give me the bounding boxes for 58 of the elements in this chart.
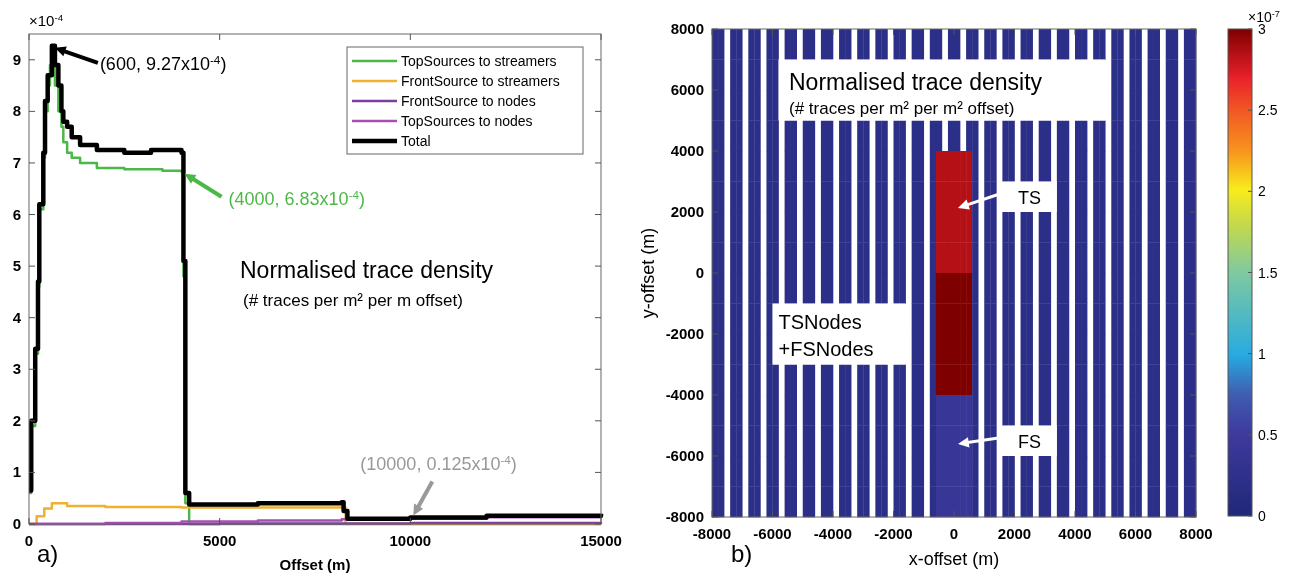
- y-axis-title: y-offset (m): [638, 227, 658, 319]
- color-bar-label: 0.5: [1258, 426, 1278, 443]
- x-tick-label: 0: [24, 532, 34, 549]
- y-tick-label: 8000: [670, 20, 704, 37]
- y-tick-label: 4: [12, 308, 22, 326]
- y-tick-label: 5: [12, 257, 21, 275]
- legend-label: FrontSource to nodes: [401, 93, 536, 109]
- x-tick-label: 2000: [997, 525, 1032, 542]
- color-bar-label: 2: [1258, 183, 1266, 200]
- y-tick-label: -4000: [665, 386, 704, 403]
- x-axis-title: Offset (m): [279, 556, 351, 573]
- annotation: (600, 9.27x10$^{-4}$): [99, 52, 227, 74]
- legend-label: TopSources to nodes: [401, 113, 533, 129]
- annotation: TS: [1018, 187, 1042, 208]
- y-tick-label: 2: [12, 411, 21, 429]
- y-tick-label: 6000: [670, 81, 704, 98]
- y-axis-title: ×10$^{-4}$: [29, 11, 64, 29]
- annotation: (10000, 0.125x10$^{-4}$): [360, 452, 517, 474]
- color-bar-label: 1.5: [1258, 264, 1278, 281]
- y-tick-label: 3: [12, 360, 21, 378]
- text: b): [731, 540, 753, 567]
- x-tick-label: -8000: [692, 525, 732, 542]
- annotation: FS: [1018, 431, 1042, 452]
- y-tick-label: 9: [12, 50, 21, 68]
- x-tick-label: -6000: [753, 525, 792, 542]
- y-tick-label: 2000: [670, 203, 704, 220]
- x-tick-label: 0: [949, 525, 959, 542]
- text: Normalised trace density: [789, 69, 1043, 95]
- x-tick-label: 15000: [580, 532, 622, 549]
- legend-label: TopSources to streamers: [401, 53, 557, 69]
- text: a): [37, 540, 59, 567]
- x-tick-label: 8000: [1179, 525, 1213, 542]
- y-tick-label: -2000: [665, 325, 704, 342]
- legend-label: FrontSource to streamers: [401, 73, 560, 89]
- y-tick-label: 1: [12, 463, 21, 481]
- x-tick-label: 6000: [1118, 525, 1153, 542]
- y-tick-label: -6000: [665, 447, 704, 464]
- color-bar-label: 1: [1258, 345, 1266, 362]
- text: (# traces per m² per m offset): [243, 291, 463, 310]
- y-tick-label: 7: [12, 153, 21, 171]
- legend-label: Total: [401, 133, 431, 149]
- x-tick-label: 4000: [1058, 525, 1092, 542]
- x-axis-title: x-offset (m): [908, 549, 1000, 569]
- y-tick-label: 4000: [670, 142, 704, 159]
- text: Normalised trace density: [240, 257, 494, 283]
- annotation: TSNodes +FSNodes: [778, 310, 874, 360]
- y-tick-label: 0: [695, 264, 704, 281]
- annotation: (4000, 6.83x10$^{-4}$): [228, 187, 366, 209]
- y-tick-label: 8: [12, 102, 21, 120]
- color-bar-label: 2.5: [1258, 102, 1278, 119]
- color-bar-label: 0: [1258, 508, 1266, 524]
- text: (# traces per m² per m² offset): [789, 99, 1015, 118]
- x-tick-label: 10000: [389, 532, 432, 549]
- x-tick-label: -4000: [813, 525, 853, 542]
- y-tick-label: -8000: [665, 508, 704, 525]
- x-tick-label: 5000: [202, 532, 237, 549]
- y-tick-label: 6: [12, 205, 21, 223]
- x-tick-label: -2000: [874, 525, 913, 542]
